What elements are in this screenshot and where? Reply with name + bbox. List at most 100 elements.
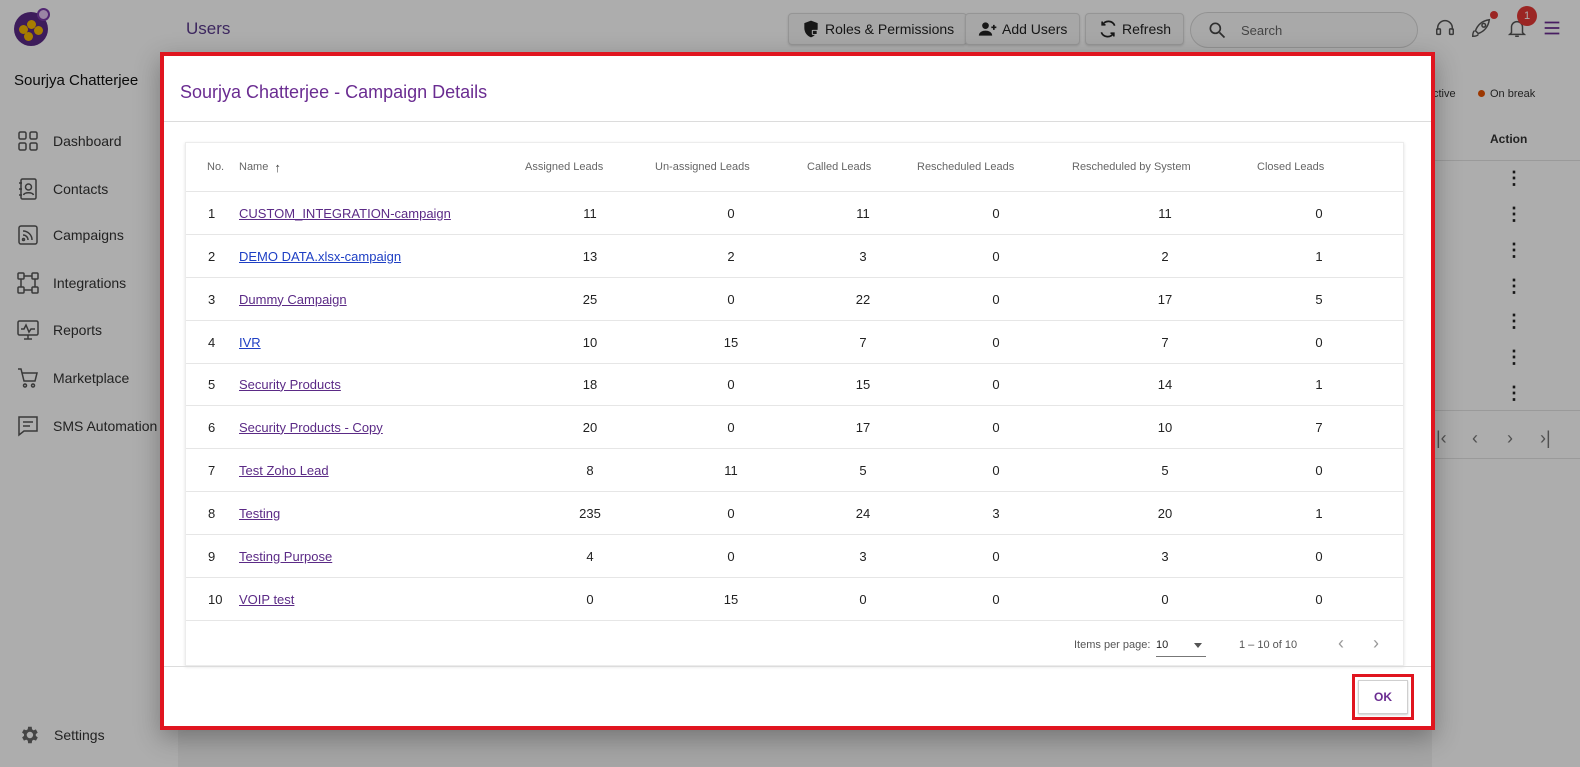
cell-rescheduled-system: 0 xyxy=(1161,591,1169,607)
search-bar[interactable] xyxy=(1190,12,1418,48)
cell-called: 3 xyxy=(859,248,867,264)
cell-assigned: 8 xyxy=(586,462,594,478)
cell-rescheduled-system: 11 xyxy=(1158,205,1172,221)
row-number: 6 xyxy=(208,419,216,435)
cell-unassigned: 0 xyxy=(727,205,735,221)
campaign-link[interactable]: Dummy Campaign xyxy=(239,291,347,307)
prev-page-icon[interactable]: ‹ xyxy=(1472,428,1478,448)
row-number: 8 xyxy=(208,505,216,521)
rocket-icon[interactable] xyxy=(1470,17,1492,39)
sidebar-item-integrations[interactable]: Integrations xyxy=(16,268,176,298)
campaign-link[interactable]: Security Products - Copy xyxy=(239,419,383,435)
sidebar-item-label: Dashboard xyxy=(53,133,122,149)
add-users-button[interactable]: Add Users xyxy=(965,13,1081,45)
cell-closed: 1 xyxy=(1315,248,1323,264)
sidebar-item-label: Reports xyxy=(53,322,103,338)
row-number: 3 xyxy=(208,291,216,307)
first-page-icon[interactable]: |‹ xyxy=(1436,428,1447,448)
sidebar-item-dashboard[interactable]: Dashboard xyxy=(16,126,176,156)
next-page-button[interactable]: › xyxy=(1373,632,1379,653)
cell-rescheduled: 0 xyxy=(992,291,1000,307)
ok-button[interactable]: OK xyxy=(1358,680,1408,714)
cart-icon xyxy=(18,368,38,388)
cell-unassigned: 0 xyxy=(727,505,735,521)
sidebar-item-settings[interactable]: Settings xyxy=(18,724,105,746)
campaign-name-cell: CUSTOM_INTEGRATION-campaign xyxy=(239,192,451,234)
cell-rescheduled: 0 xyxy=(992,419,1000,435)
cell-rescheduled-system: 20 xyxy=(1157,505,1173,521)
row-number: 2 xyxy=(208,248,216,264)
campaign-link[interactable]: DEMO DATA.xlsx-campaign xyxy=(239,248,402,264)
cell-called: 24 xyxy=(855,505,871,521)
sidebar: Sourjya Chatterjee Dashboard Contacts Ca… xyxy=(0,0,178,767)
row-menu-icon[interactable]: ⋮ xyxy=(1505,204,1523,224)
cell-called: 5 xyxy=(859,462,867,478)
row-menu-icon[interactable]: ⋮ xyxy=(1505,276,1523,296)
page-title: Users xyxy=(186,19,231,38)
cell-assigned: 13 xyxy=(582,248,598,264)
divider xyxy=(164,666,1431,667)
app-logo[interactable] xyxy=(14,8,50,46)
sidebar-item-label: SMS Automation xyxy=(53,418,158,434)
sidebar-item-sms-automation[interactable]: SMS Automation xyxy=(16,411,176,441)
paginator: Items per page: 10 1 – 10 of 10 ‹ › xyxy=(186,621,1403,665)
campaign-link[interactable]: IVR xyxy=(239,334,261,350)
campaign-name-cell: DEMO DATA.xlsx-campaign xyxy=(239,235,401,277)
campaign-name-cell: Dummy Campaign xyxy=(239,278,347,320)
row-menu-icon[interactable]: ⋮ xyxy=(1505,168,1523,188)
last-page-icon[interactable]: ›| xyxy=(1540,428,1551,448)
prev-page-button[interactable]: ‹ xyxy=(1338,632,1344,653)
status-active-label: ctive xyxy=(1433,88,1456,100)
notification-badge: 1 xyxy=(1517,6,1537,26)
campaign-link[interactable]: Test Zoho Lead xyxy=(239,462,329,478)
campaign-link[interactable]: Testing Purpose xyxy=(239,548,333,564)
refresh-button[interactable]: Refresh xyxy=(1085,13,1185,45)
status-break-label: On break xyxy=(1490,88,1536,100)
cell-assigned: 11 xyxy=(583,205,597,221)
row-menu-icon[interactable]: ⋮ xyxy=(1505,311,1523,331)
cell-called: 17 xyxy=(855,419,871,435)
row-number: 4 xyxy=(208,334,216,350)
row-number: 5 xyxy=(208,376,216,392)
row-number: 1 xyxy=(208,205,216,221)
items-per-page-select[interactable]: 10 xyxy=(1156,635,1206,657)
add-user-icon xyxy=(978,22,997,36)
cell-assigned: 4 xyxy=(586,548,594,564)
sidebar-item-marketplace[interactable]: Marketplace xyxy=(16,363,176,393)
column-header-rescheduled-system: Rescheduled by System xyxy=(1072,161,1191,173)
campaign-link[interactable]: VOIP test xyxy=(239,591,295,607)
cell-closed: 0 xyxy=(1315,591,1323,607)
cell-assigned: 20 xyxy=(582,419,598,435)
campaign-link[interactable]: CUSTOM_INTEGRATION-campaign xyxy=(239,205,451,221)
cell-closed: 1 xyxy=(1315,505,1323,521)
column-header-name[interactable]: Name ↑ xyxy=(239,159,281,175)
cell-closed: 0 xyxy=(1315,334,1323,350)
shield-lock-icon xyxy=(804,20,818,38)
campaign-link[interactable]: Testing xyxy=(239,505,281,521)
cell-closed: 7 xyxy=(1315,419,1323,435)
row-number: 10 xyxy=(208,591,223,607)
cell-unassigned: 0 xyxy=(727,291,735,307)
table-row: 3 Dummy Campaign 25 0 22 0 17 5 xyxy=(186,278,1403,321)
cell-rescheduled-system: 10 xyxy=(1157,419,1173,435)
sidebar-item-label: Campaigns xyxy=(53,227,124,243)
items-per-page-label: Items per page: xyxy=(1074,639,1151,651)
row-menu-icon[interactable]: ⋮ xyxy=(1505,240,1523,260)
menu-icon[interactable] xyxy=(1541,17,1563,39)
cell-closed: 0 xyxy=(1315,205,1323,221)
row-menu-icon[interactable]: ⋮ xyxy=(1505,383,1523,403)
campaign-name-cell: Testing xyxy=(239,492,280,534)
campaign-link[interactable]: Security Products xyxy=(239,376,341,392)
row-number: 9 xyxy=(208,548,216,564)
users-table-remnant xyxy=(1432,56,1580,767)
cell-assigned: 10 xyxy=(582,334,598,350)
next-page-icon[interactable]: › xyxy=(1507,428,1513,448)
settings-label: Settings xyxy=(54,727,105,743)
roles-permissions-button[interactable]: Roles & Permissions xyxy=(788,13,968,45)
table-row: 6 Security Products - Copy 20 0 17 0 10 7 xyxy=(186,406,1403,449)
row-menu-icon[interactable]: ⋮ xyxy=(1505,347,1523,367)
dashboard-icon xyxy=(18,131,38,151)
headset-icon[interactable] xyxy=(1434,17,1456,39)
sidebar-item-contacts[interactable]: Contacts xyxy=(16,174,176,204)
search-input[interactable] xyxy=(1241,22,1391,38)
